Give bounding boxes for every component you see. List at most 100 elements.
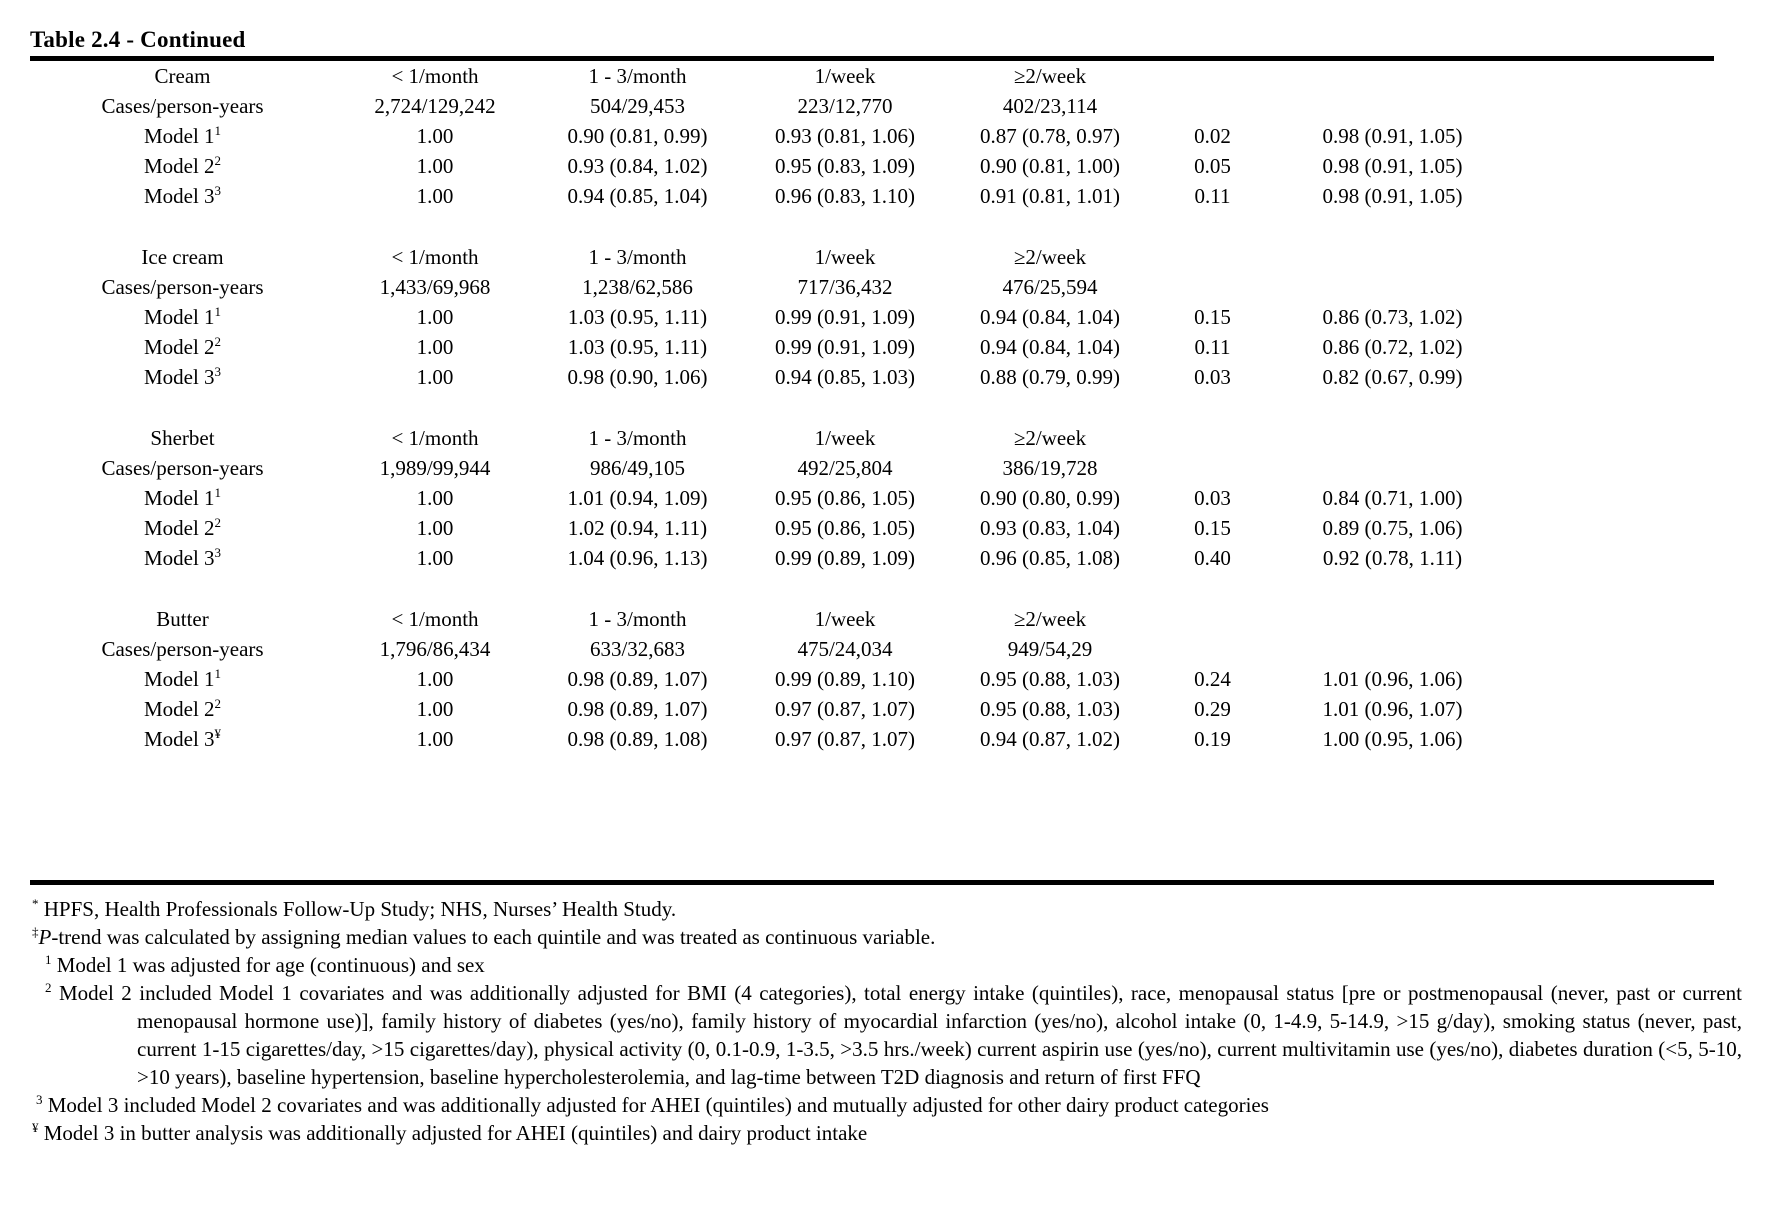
model-footnote-marker: 1 bbox=[214, 303, 222, 319]
cases-value: 717/36,432 bbox=[797, 274, 893, 299]
rr-ci-value: 0.99 (0.91, 1.09) bbox=[775, 334, 915, 359]
rr-ci-value: 0.99 (0.91, 1.09) bbox=[775, 304, 915, 329]
footnote-text: HPFS, Health Professionals Follow-Up Stu… bbox=[43, 897, 677, 921]
model-row: Model 22 1.00 0.98 (0.89, 1.07) 0.97 (0.87,… bbox=[30, 694, 1714, 724]
model-row: Model 3¥ 1.00 0.98 (0.89, 1.08) 0.97 (0.87,… bbox=[30, 724, 1714, 754]
model-label-text: Model 2 bbox=[143, 696, 215, 721]
model-row: Model 33 1.00 0.98 (0.90, 1.06) 0.94 (0.85,… bbox=[30, 362, 1714, 392]
frequency-header: 1 - 3/month bbox=[588, 244, 687, 269]
reference-value: 1.00 bbox=[416, 304, 454, 329]
empty-cell bbox=[1275, 604, 1510, 634]
model-label-text: Model 3 bbox=[143, 183, 215, 208]
empty-cell bbox=[1510, 181, 1714, 211]
model-footnote-marker: 3 bbox=[214, 182, 222, 198]
footnotes: * HPFS, Health Professionals Follow-Up S… bbox=[30, 895, 1742, 1147]
rr-ci-value: 0.94 (0.85, 1.03) bbox=[775, 364, 915, 389]
model-footnote-marker: 1 bbox=[214, 122, 222, 138]
empty-cell bbox=[1510, 724, 1714, 754]
model-row: Model 11 1.00 0.98 (0.89, 1.07) 0.99 (0.89,… bbox=[30, 664, 1714, 694]
model-footnote-marker: 2 bbox=[214, 695, 222, 711]
bottom-rule bbox=[30, 880, 1714, 885]
model-label-text: Model 3 bbox=[143, 545, 215, 570]
model-row: Model 22 1.00 1.03 (0.95, 1.11) 0.99 (0.91,… bbox=[30, 332, 1714, 362]
reference-value: 1.00 bbox=[416, 726, 454, 751]
rr-ci-value: 1.03 (0.95, 1.11) bbox=[567, 334, 708, 359]
model-row: Model 22 1.00 0.93 (0.84, 1.02) 0.95 (0.83,… bbox=[30, 151, 1714, 181]
continuous-rr-value: 0.89 (0.75, 1.06) bbox=[1322, 515, 1463, 540]
rr-ci-value: 0.98 (0.89, 1.07) bbox=[567, 696, 708, 721]
frequency-header: 1/week bbox=[814, 63, 876, 88]
model-footnote-marker: 3 bbox=[214, 363, 222, 379]
footnote-italic-prefix: P bbox=[38, 925, 52, 949]
frequency-header: ≥2/week bbox=[1013, 606, 1087, 631]
p-trend-value: 0.11 bbox=[1194, 334, 1231, 359]
frequency-header: 1/week bbox=[814, 606, 876, 631]
continuous-rr-value: 0.86 (0.73, 1.02) bbox=[1322, 304, 1463, 329]
model-label: Model 22 bbox=[30, 694, 335, 724]
frequency-header: < 1/month bbox=[391, 244, 479, 269]
footnote-marker: ¥ bbox=[32, 1120, 39, 1135]
section-spacer-row bbox=[30, 573, 1714, 604]
model-row: Model 22 1.00 1.02 (0.94, 1.11) 0.95 (0.86,… bbox=[30, 513, 1714, 543]
empty-cell bbox=[1150, 423, 1275, 453]
rr-ci-value: 0.99 (0.89, 1.09) bbox=[775, 545, 915, 570]
empty-cell bbox=[1510, 61, 1714, 91]
model-label: Model 22 bbox=[30, 332, 335, 362]
table-title: Table 2.4 - Continued bbox=[30, 27, 246, 52]
p-trend-value: 0.03 bbox=[1194, 364, 1231, 389]
continuous-rr-value: 0.98 (0.91, 1.05) bbox=[1322, 123, 1463, 148]
footnote-marker: * bbox=[32, 896, 39, 911]
rr-ci-value: 0.94 (0.87, 1.02) bbox=[980, 726, 1120, 751]
rr-ci-value: 0.97 (0.87, 1.07) bbox=[775, 696, 915, 721]
spacer-cell bbox=[30, 573, 1714, 604]
model-row: Model 11 1.00 0.90 (0.81, 0.99) 0.93 (0.81,… bbox=[30, 121, 1714, 151]
continuous-rr-value: 0.92 (0.78, 1.11) bbox=[1322, 545, 1463, 570]
reference-value: 1.00 bbox=[416, 696, 454, 721]
continuous-rr-value: 0.84 (0.71, 1.00) bbox=[1322, 485, 1463, 510]
cases-value: 492/25,804 bbox=[797, 455, 893, 480]
rr-ci-value: 0.96 (0.83, 1.10) bbox=[775, 183, 915, 208]
continuous-rr-value: 1.00 (0.95, 1.06) bbox=[1322, 726, 1463, 751]
footnote-text: Model 2 included Model 1 covariates and … bbox=[58, 981, 1743, 1089]
empty-cell bbox=[1510, 634, 1714, 664]
cases-row: Cases/person-years 1,796/86,434 633/32,683… bbox=[30, 634, 1714, 664]
reference-value: 1.00 bbox=[416, 545, 454, 570]
frequency-header: ≥2/week bbox=[1013, 244, 1087, 269]
results-table: Cream < 1/month 1 - 3/month 1/week ≥2/week Ca… bbox=[30, 61, 1714, 754]
empty-cell bbox=[1510, 91, 1714, 121]
reference-value: 1.00 bbox=[416, 153, 454, 178]
empty-cell bbox=[1510, 423, 1714, 453]
frequency-header: 1 - 3/month bbox=[588, 606, 687, 631]
footnote: 3 Model 3 included Model 2 covariates an… bbox=[30, 1091, 1742, 1119]
empty-cell bbox=[1275, 61, 1510, 91]
rr-ci-value: 0.98 (0.89, 1.07) bbox=[567, 666, 708, 691]
cases-value: 475/24,034 bbox=[797, 636, 893, 661]
model-row: Model 11 1.00 1.03 (0.95, 1.11) 0.99 (0.91,… bbox=[30, 302, 1714, 332]
p-trend-value: 0.03 bbox=[1194, 485, 1231, 510]
model-label: Model 11 bbox=[30, 121, 335, 151]
empty-cell bbox=[1510, 242, 1714, 272]
model-label-text: Model 2 bbox=[143, 334, 215, 359]
rr-ci-value: 0.90 (0.81, 0.99) bbox=[567, 123, 708, 148]
model-footnote-marker: 2 bbox=[214, 152, 222, 168]
empty-cell bbox=[1150, 453, 1275, 483]
p-trend-value: 0.11 bbox=[1194, 183, 1231, 208]
empty-cell bbox=[1150, 272, 1275, 302]
rr-ci-value: 0.98 (0.89, 1.08) bbox=[567, 726, 708, 751]
rr-ci-value: 0.99 (0.89, 1.10) bbox=[775, 666, 915, 691]
rr-ci-value: 1.02 (0.94, 1.11) bbox=[567, 515, 708, 540]
rr-ci-value: 0.96 (0.85, 1.08) bbox=[980, 545, 1120, 570]
model-label: Model 11 bbox=[30, 664, 335, 694]
empty-cell bbox=[1150, 91, 1275, 121]
p-trend-value: 0.40 bbox=[1194, 545, 1231, 570]
empty-cell bbox=[1510, 272, 1714, 302]
rr-ci-value: 0.87 (0.78, 0.97) bbox=[980, 123, 1120, 148]
continuous-rr-value: 1.01 (0.96, 1.06) bbox=[1322, 666, 1463, 691]
cases-value: 402/23,114 bbox=[1002, 93, 1098, 118]
empty-cell bbox=[1275, 634, 1510, 664]
section-spacer-row bbox=[30, 211, 1714, 242]
empty-cell bbox=[1510, 664, 1714, 694]
cases-value: 949/54,29 bbox=[1007, 636, 1093, 661]
reference-value: 1.00 bbox=[416, 666, 454, 691]
empty-cell bbox=[1275, 91, 1510, 121]
